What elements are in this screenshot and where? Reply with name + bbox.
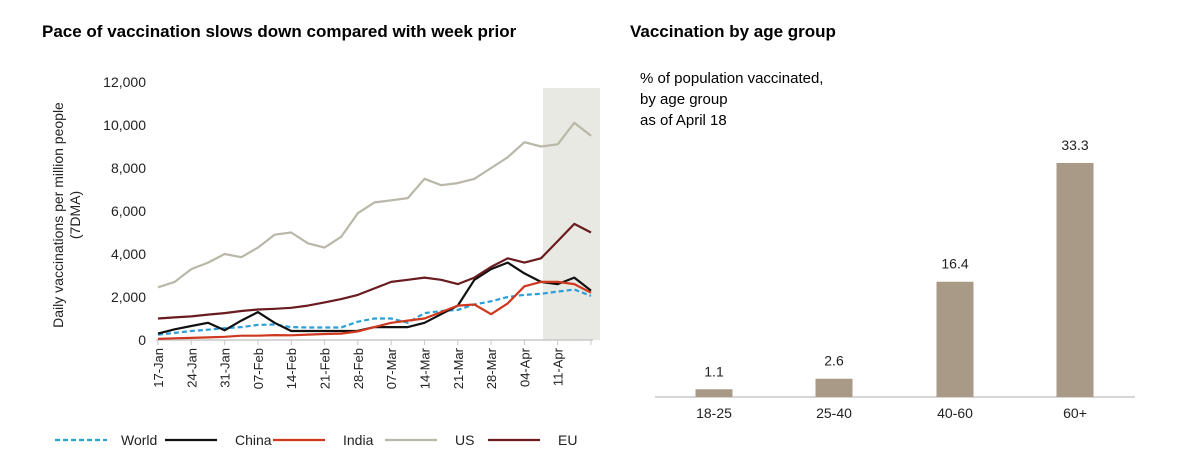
bar-value-label: 16.4 [941, 256, 968, 272]
x-tick-label: 04-Apr [517, 347, 532, 387]
bar-value-label: 1.1 [704, 363, 724, 379]
subtitle-line: % of population vaccinated, [640, 70, 824, 87]
y-tick-label: 6,000 [111, 203, 146, 219]
bar-value-label: 33.3 [1061, 137, 1088, 153]
bar-category-label: 18-25 [696, 405, 732, 421]
bar-40-60 [936, 281, 974, 397]
bar-value-label: 2.6 [824, 353, 844, 369]
x-tick-label: 07-Mar [384, 347, 399, 389]
legend-label-india: India [343, 432, 374, 448]
highlight-band [543, 88, 600, 340]
y-tick-label: 4,000 [111, 246, 146, 262]
y-tick-label: 8,000 [111, 160, 146, 176]
x-tick-label: 21-Feb [318, 348, 333, 389]
bar-category-label: 60+ [1063, 405, 1087, 421]
x-tick-label: 28-Mar [484, 347, 499, 389]
legend-label-world: World [121, 432, 157, 448]
x-tick-label: 11-Apr [551, 347, 566, 386]
y-tick-label: 2,000 [111, 289, 146, 305]
x-tick-label: 17-Jan [151, 348, 166, 388]
series-line-china [157, 261, 592, 335]
bar-category-label: 25-40 [816, 405, 852, 421]
bar-18-25 [695, 389, 733, 397]
x-tick-label: 28-Feb [351, 348, 366, 389]
x-tick-label: 24-Jan [184, 348, 199, 388]
bar-25-40 [815, 378, 853, 397]
x-tick-label: 21-Mar [451, 347, 466, 389]
bar-chart-title: Vaccination by age group [630, 22, 836, 41]
x-tick-label: 14-Mar [417, 347, 432, 389]
y-tick-label: 12,000 [103, 74, 146, 90]
series-line-india [157, 280, 592, 340]
y-axis-label: Daily vaccinations per million people(7D… [50, 102, 83, 328]
subtitle-line: by age group [640, 91, 728, 108]
x-tick-label: 07-Feb [251, 348, 266, 389]
y-tick-label: 10,000 [103, 117, 146, 133]
subtitle-line: as of April 18 [640, 112, 727, 129]
legend-label-eu: EU [558, 432, 577, 448]
bar-chart-subtitle: % of population vaccinated, by age group… [640, 68, 823, 131]
bar-category-label: 40-60 [937, 405, 973, 421]
legend-label-us: US [455, 432, 474, 448]
bar-60+ [1056, 162, 1094, 397]
legend-label-china: China [235, 432, 272, 448]
x-tick-label: 14-Feb [284, 348, 299, 389]
series-line-us [157, 121, 592, 289]
line-chart-title: Pace of vaccination slows down compared … [42, 22, 517, 41]
x-tick-label: 31-Jan [218, 348, 233, 388]
series-line-eu [157, 222, 592, 320]
y-tick-label: 0 [138, 332, 146, 348]
